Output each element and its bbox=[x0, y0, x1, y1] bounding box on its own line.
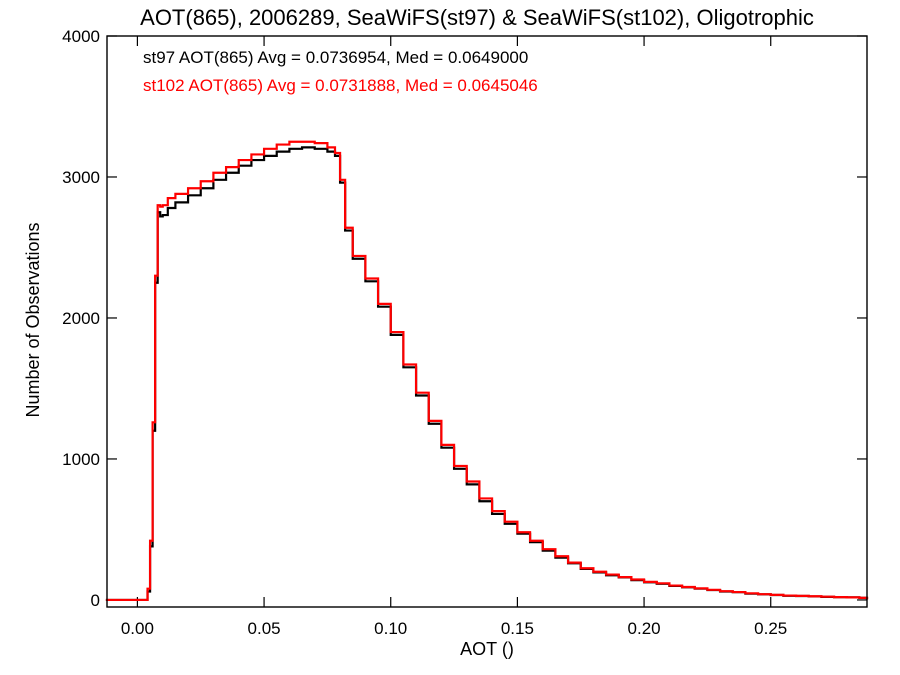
annotation-layer: st97 AOT(865) Avg = 0.0736954, Med = 0.0… bbox=[143, 48, 538, 95]
y-tick-label-4: 4000 bbox=[62, 27, 100, 46]
y-axis-label: Number of Observations bbox=[23, 222, 43, 417]
plot-frame bbox=[106, 35, 868, 608]
y-tick-label-3: 3000 bbox=[62, 168, 100, 187]
x-axis-label: AOT () bbox=[460, 639, 514, 659]
x-tick-label-5: 0.25 bbox=[754, 619, 787, 638]
x-tick-label-2: 0.10 bbox=[374, 619, 407, 638]
x-tick-label-1: 0.05 bbox=[248, 619, 281, 638]
histogram-series-1 bbox=[105, 140, 869, 602]
series-stats-annotation-st97: st97 AOT(865) Avg = 0.0736954, Med = 0.0… bbox=[143, 48, 528, 67]
series-stats-annotation-st102: st102 AOT(865) Avg = 0.0731888, Med = 0.… bbox=[143, 76, 538, 95]
series-layer bbox=[105, 140, 869, 602]
chart-title: AOT(865), 2006289, SeaWiFS(st97) & SeaWi… bbox=[140, 5, 814, 30]
histogram-series-0 bbox=[105, 146, 869, 602]
x-tick-label-0: 0.00 bbox=[121, 619, 154, 638]
x-tick-label-4: 0.20 bbox=[628, 619, 661, 638]
tick-layer: 0.00 0.05 0.10 0.15 0.20 0.25 0 1000 2000 3000 400… bbox=[62, 27, 867, 638]
y-tick-label-0: 0 bbox=[91, 591, 100, 610]
y-tick-label-1: 1000 bbox=[62, 450, 100, 469]
y-tick-label-2: 2000 bbox=[62, 309, 100, 328]
x-tick-label-3: 0.15 bbox=[501, 619, 534, 638]
